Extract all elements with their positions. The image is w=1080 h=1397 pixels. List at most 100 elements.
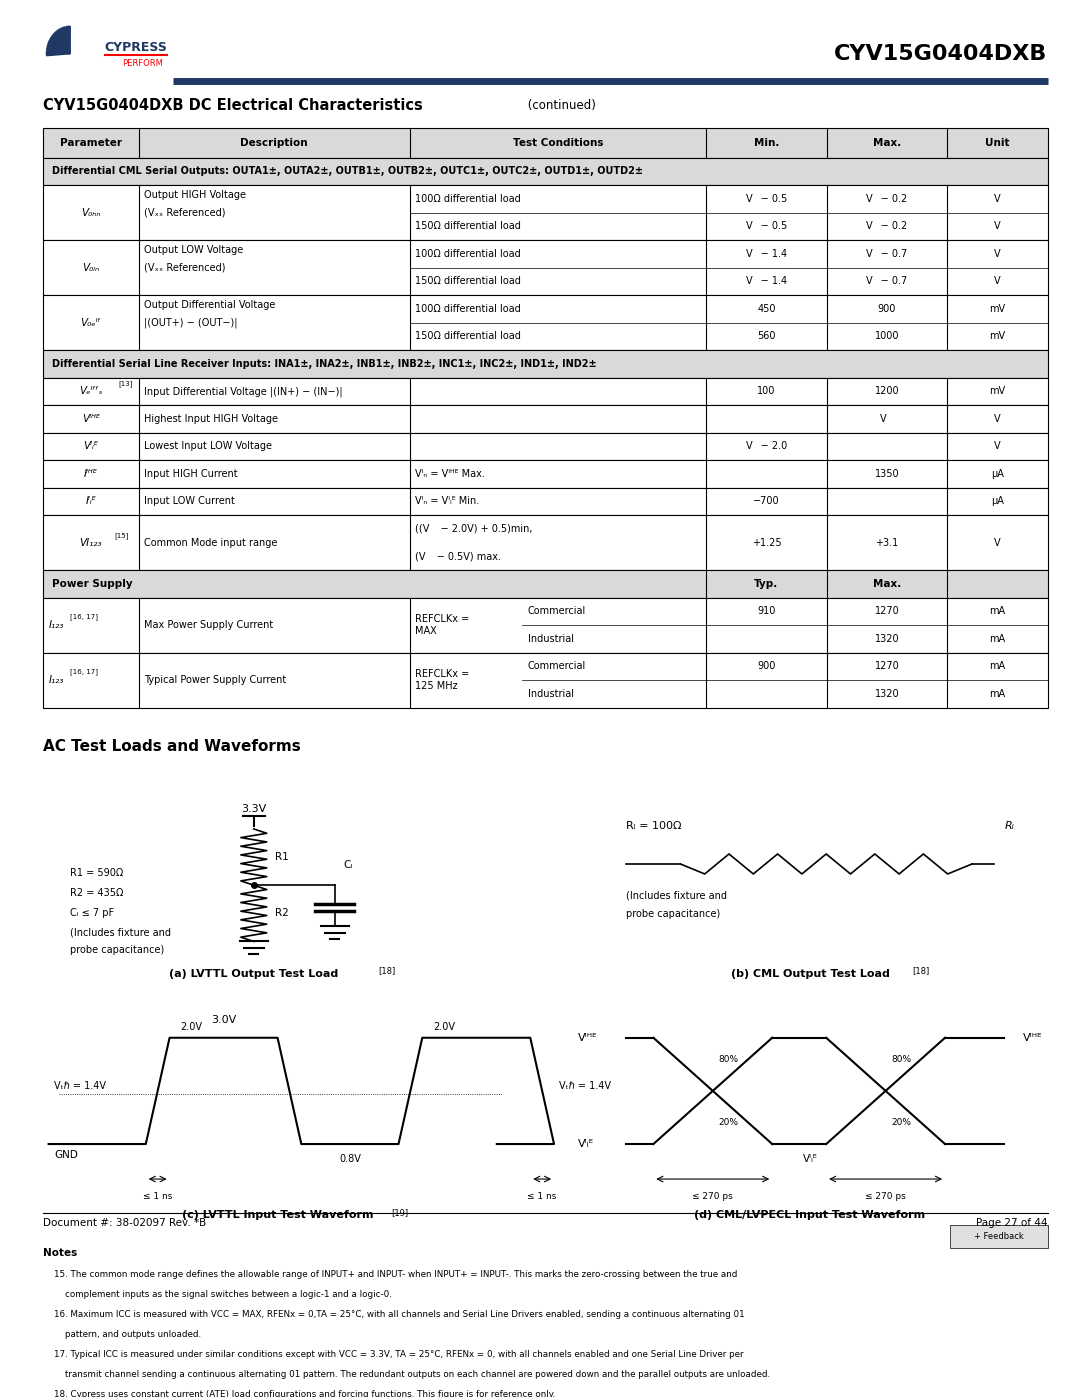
Text: Document #: 38-02097 Rev. *B: Document #: 38-02097 Rev. *B: [43, 1218, 206, 1228]
Text: 450: 450: [757, 303, 775, 314]
Text: Commercial: Commercial: [528, 661, 586, 672]
Text: 2.0V: 2.0V: [433, 1021, 455, 1031]
Wedge shape: [57, 28, 70, 53]
Text: 1350: 1350: [875, 469, 900, 479]
Text: 150Ω differential load: 150Ω differential load: [415, 221, 521, 232]
Text: Max Power Supply Current: Max Power Supply Current: [144, 620, 273, 630]
Text: mA: mA: [989, 634, 1005, 644]
Text: Vₜℏ = 1.4V: Vₜℏ = 1.4V: [559, 1081, 611, 1091]
Text: 1320: 1320: [875, 634, 900, 644]
Wedge shape: [46, 45, 70, 53]
Text: 1200: 1200: [875, 387, 900, 397]
Text: 100Ω differential load: 100Ω differential load: [415, 303, 521, 314]
Text: V: V: [994, 414, 1001, 423]
Text: Input Differential Voltage |(IN+) − (IN−)|: Input Differential Voltage |(IN+) − (IN−…: [144, 386, 342, 397]
Text: V    − 2.0: V − 2.0: [746, 441, 787, 451]
Bar: [43, 433, 1048, 460]
Text: Input HIGH Current: Input HIGH Current: [144, 469, 238, 479]
Text: Description: Description: [241, 137, 308, 148]
Text: [18]: [18]: [378, 967, 395, 975]
Text: V    − 0.7: V − 0.7: [866, 249, 907, 258]
Text: V    − 1.4: V − 1.4: [746, 277, 787, 286]
Text: mA: mA: [989, 689, 1005, 698]
Bar: [43, 460, 1048, 488]
Text: I₁₂₃: I₁₂₃: [49, 675, 64, 685]
Text: [15]: [15]: [114, 532, 129, 538]
Text: Lowest Input LOW Voltage: Lowest Input LOW Voltage: [144, 441, 272, 451]
Text: ≤ 270 ps: ≤ 270 ps: [865, 1192, 906, 1200]
Text: Parameter: Parameter: [59, 137, 122, 148]
Text: V₀ₑᴵᶠ: V₀ₑᴵᶠ: [81, 317, 102, 327]
Text: 560: 560: [757, 331, 775, 341]
Text: R1 = 590Ω: R1 = 590Ω: [70, 868, 123, 877]
Text: [19]: [19]: [391, 1208, 408, 1217]
Text: (d) CML/LVPECL Input Test Waveform: (d) CML/LVPECL Input Test Waveform: [694, 1210, 926, 1221]
Bar: [950, 1225, 1048, 1248]
Text: Vₑᴵᶠᶠₛ: Vₑᴵᶠᶠₛ: [79, 387, 103, 397]
Text: 17. Typical ICC is measured under similar conditions except with VCC = 3.3V, TA : 17. Typical ICC is measured under simila…: [54, 1351, 744, 1359]
Text: V: V: [879, 414, 894, 423]
Text: Vᴵᴴᴱ: Vᴵᴴᴱ: [82, 414, 100, 423]
Text: 3.0V: 3.0V: [212, 1016, 237, 1025]
Text: Rₗ: Rₗ: [1004, 821, 1014, 831]
Text: Cₗ: Cₗ: [343, 861, 352, 870]
Text: (Vₓₓ Referenced): (Vₓₓ Referenced): [144, 263, 226, 272]
Text: V: V: [994, 538, 1001, 548]
Text: (c) LVTTL Input Test Waveform: (c) LVTTL Input Test Waveform: [183, 1210, 374, 1221]
Text: CYV15G0404DXB DC Electrical Characteristics: CYV15G0404DXB DC Electrical Characterist…: [43, 98, 423, 113]
Text: complement inputs as the signal switches between a logic-1 and a logic-0.: complement inputs as the signal switches…: [54, 1291, 392, 1299]
Bar: [43, 598, 1048, 652]
Text: Output LOW Voltage: Output LOW Voltage: [144, 244, 243, 254]
Text: 1000: 1000: [875, 331, 900, 341]
Bar: [43, 184, 1048, 240]
Text: +1.25: +1.25: [752, 538, 781, 548]
Text: Input LOW Current: Input LOW Current: [144, 496, 234, 506]
Text: V    − 0.7: V − 0.7: [866, 277, 907, 286]
Text: ≤ 1 ns: ≤ 1 ns: [527, 1192, 557, 1200]
Text: Highest Input HIGH Voltage: Highest Input HIGH Voltage: [144, 414, 278, 423]
Wedge shape: [62, 27, 70, 53]
Text: Max.: Max.: [873, 137, 901, 148]
Text: Industrial: Industrial: [528, 634, 573, 644]
Text: (V     − 0.5V) max.: (V − 0.5V) max.: [415, 552, 501, 562]
Text: REFCLKx =
125 MHz: REFCLKx = 125 MHz: [415, 669, 470, 692]
Text: −700: −700: [753, 496, 780, 506]
Text: V: V: [994, 277, 1001, 286]
Text: Typ.: Typ.: [754, 578, 779, 590]
Text: Vᴵₗᴱ: Vᴵₗᴱ: [578, 1139, 594, 1150]
Text: [18]: [18]: [913, 967, 930, 975]
Text: (Includes fixture and: (Includes fixture and: [626, 890, 728, 900]
Text: (a) LVTTL Output Test Load: (a) LVTTL Output Test Load: [170, 970, 338, 979]
Text: CYV15G0404DXB: CYV15G0404DXB: [834, 43, 1048, 64]
Text: R1: R1: [275, 852, 289, 862]
Text: Rₗ = 100Ω: Rₗ = 100Ω: [626, 821, 681, 831]
Text: μA: μA: [991, 469, 1003, 479]
Bar: [43, 570, 1048, 598]
Bar: [43, 295, 1048, 351]
Text: 150Ω differential load: 150Ω differential load: [415, 331, 521, 341]
Text: Typical Power Supply Current: Typical Power Supply Current: [144, 675, 286, 685]
Text: mA: mA: [989, 606, 1005, 616]
Text: V₀ₕₙ: V₀ₕₙ: [81, 208, 100, 218]
Wedge shape: [66, 27, 70, 53]
Text: REFCLKx =
MAX: REFCLKx = MAX: [415, 615, 470, 636]
Text: μA: μA: [991, 496, 1003, 506]
Text: (b) CML Output Test Load: (b) CML Output Test Load: [730, 970, 890, 979]
Bar: [43, 405, 1048, 433]
Text: GND: GND: [54, 1150, 78, 1161]
Text: pattern, and outputs unloaded.: pattern, and outputs unloaded.: [54, 1330, 201, 1340]
Text: 3.3V: 3.3V: [241, 803, 267, 814]
Text: Common Mode input range: Common Mode input range: [144, 538, 278, 548]
Text: 150Ω differential load: 150Ω differential load: [415, 277, 521, 286]
Text: V: V: [994, 441, 1001, 451]
Text: Output Differential Voltage: Output Differential Voltage: [144, 300, 275, 310]
Text: V    − 0.2: V − 0.2: [866, 221, 907, 232]
Bar: [43, 351, 1048, 377]
Text: [16, 17]: [16, 17]: [70, 613, 98, 620]
Text: 20%: 20%: [891, 1118, 912, 1127]
Text: (Includes fixture and: (Includes fixture and: [70, 928, 172, 937]
Text: V    − 0.2: V − 0.2: [866, 194, 907, 204]
Bar: [43, 488, 1048, 515]
Text: (continued): (continued): [524, 99, 596, 112]
Text: R2: R2: [275, 908, 289, 918]
